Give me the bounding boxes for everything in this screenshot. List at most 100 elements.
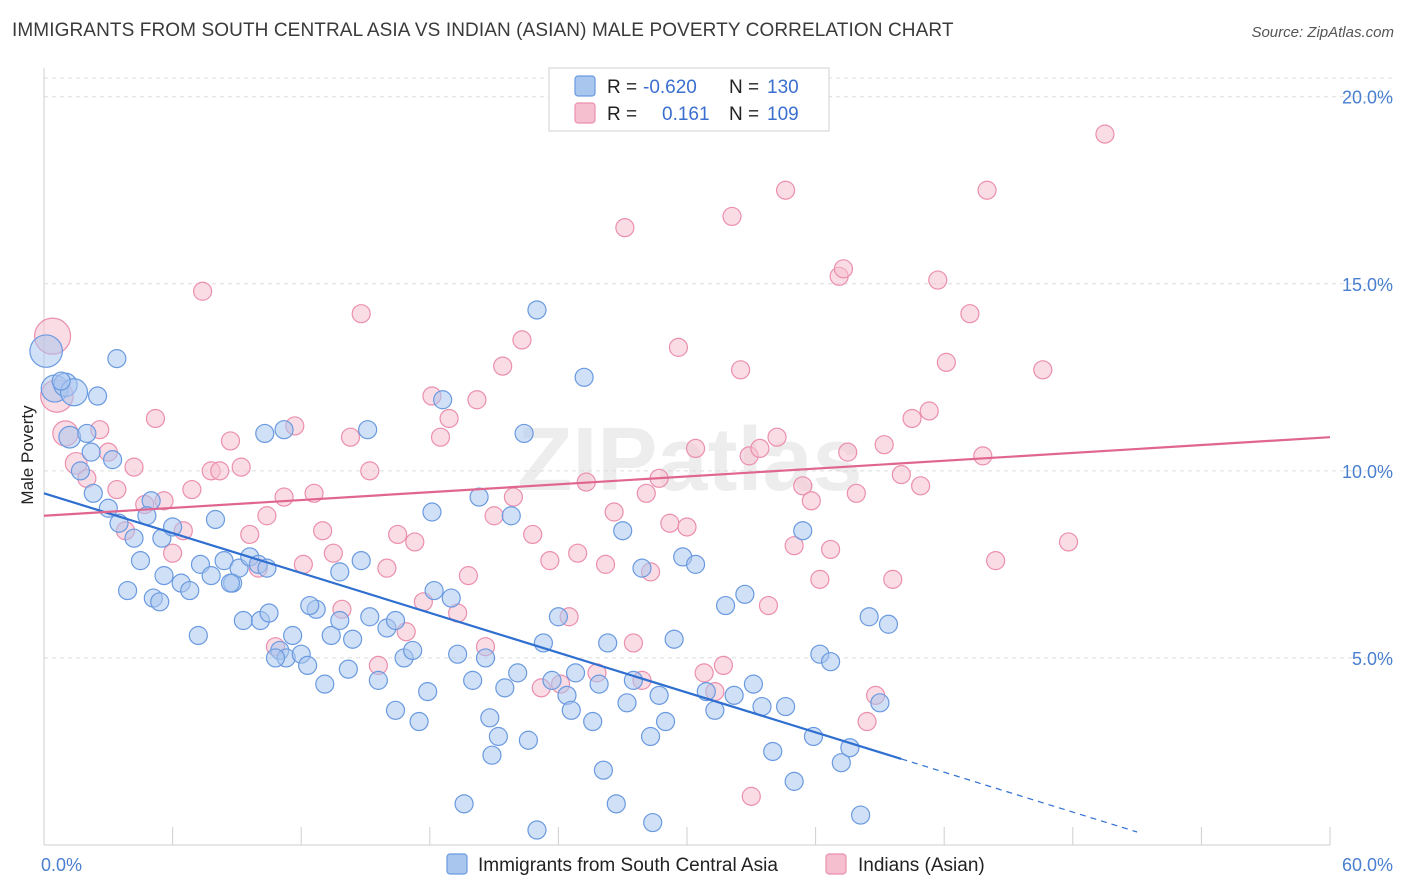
indians-asian-point — [833, 259, 854, 279]
south-central-asia-point — [482, 745, 502, 765]
south-central-asia-point — [821, 652, 841, 672]
south-central-asia-point — [480, 708, 500, 728]
indians-asian-point — [668, 337, 689, 357]
south-central-asia-point — [58, 425, 82, 449]
legend-n-value-2: 109 — [767, 104, 799, 125]
indians-asian-point — [604, 502, 624, 522]
indians-asian-point — [484, 506, 504, 526]
indians-asian-point — [767, 427, 787, 447]
indians-asian-point — [351, 304, 371, 324]
indians-asian-point — [857, 711, 877, 732]
indians-asian-point — [883, 569, 903, 589]
indians-asian-point — [340, 427, 361, 447]
south-central-asia-point — [29, 334, 63, 368]
legend-n-value-1: 130 — [767, 77, 799, 98]
blue-trend-extension — [901, 758, 1138, 833]
south-central-asia-point — [598, 633, 618, 653]
indians-asian-point — [960, 304, 980, 324]
indians-asian-point — [523, 524, 543, 545]
source-credit: Source: ZipAtlas.com — [1251, 24, 1394, 41]
south-central-asia-point — [508, 663, 528, 683]
indians-asian-point — [313, 521, 333, 541]
bottom-legend-swatch-pink — [825, 853, 847, 875]
south-central-asia-point — [606, 794, 626, 814]
south-central-asia-point — [664, 629, 684, 649]
indians-asian-point — [568, 543, 588, 563]
south-central-asia-point — [735, 584, 755, 604]
axes — [43, 68, 1331, 846]
indians-asian-point — [801, 491, 821, 511]
south-central-asia-point — [233, 610, 253, 631]
south-central-asia-point — [150, 592, 170, 612]
indians-asian-point — [977, 180, 997, 200]
indians-asian-point — [220, 431, 241, 451]
south-central-asia-point — [201, 566, 221, 586]
indians-asian-point — [810, 569, 830, 589]
indians-asian-point — [323, 543, 343, 563]
south-central-asia-point — [454, 794, 474, 814]
south-central-asia-point — [441, 588, 461, 608]
legend-r-label-2: R = — [607, 104, 637, 125]
indians-asian-point — [677, 517, 697, 537]
south-central-asia-point — [51, 371, 71, 391]
south-central-asia-point — [542, 670, 562, 690]
indians-asian-point — [936, 352, 956, 372]
south-central-asia-point — [593, 760, 614, 780]
south-central-asia-point — [343, 629, 363, 649]
indians-asian-point — [274, 487, 294, 507]
indians-asian-point — [758, 595, 779, 616]
indians-asian-point — [722, 206, 742, 227]
south-central-asia-point — [315, 674, 335, 694]
south-central-asia-point — [617, 693, 637, 713]
indians-asian-point — [891, 464, 911, 485]
south-central-asia-point — [501, 506, 521, 526]
indians-asian-point — [615, 218, 635, 238]
south-central-asia-point — [475, 648, 496, 668]
indians-asian-point — [986, 551, 1006, 571]
indians-asian-point — [145, 408, 166, 429]
south-central-asia-point — [655, 711, 676, 732]
indians-asian-point — [210, 461, 230, 481]
south-central-asia-point — [130, 551, 151, 571]
south-central-asia-point — [859, 607, 879, 627]
indians-asian-point — [231, 457, 251, 477]
south-central-asia-point — [514, 423, 534, 444]
south-central-asia-point — [870, 693, 890, 713]
indians-asian-point — [846, 483, 866, 503]
south-central-asia-point — [274, 420, 294, 440]
south-central-asia-point — [409, 711, 429, 732]
south-central-asia-point — [255, 423, 275, 444]
indians-asian-point — [821, 539, 841, 560]
indians-asian-point — [793, 476, 813, 496]
south-central-asia-point — [715, 595, 736, 616]
south-central-asia-point — [632, 558, 652, 578]
south-central-asia-point — [527, 300, 547, 320]
indians-asian-point — [874, 435, 894, 455]
south-central-asia-point — [298, 655, 318, 676]
south-central-asia-point — [463, 670, 483, 690]
south-central-asia-point — [403, 640, 423, 661]
south-central-asia-point — [643, 812, 663, 833]
indians-asian-point — [124, 457, 144, 477]
south-central-asia-point — [548, 607, 569, 627]
legend-swatch-pink — [574, 102, 596, 124]
indians-asian-point — [838, 442, 858, 462]
bottom-legend-label-2: Indians (Asian) — [858, 855, 985, 876]
indians-asian-point — [240, 524, 260, 545]
indians-asian-point — [919, 401, 939, 421]
south-central-asia-point — [775, 696, 796, 717]
indians-asian-point — [902, 408, 922, 429]
south-central-asia-point — [583, 711, 603, 732]
indians-asian-point — [973, 446, 993, 466]
indians-asian-point — [503, 487, 523, 507]
south-central-asia-point — [180, 580, 200, 601]
south-central-asia-point — [154, 566, 174, 586]
indians-asian-point — [741, 786, 761, 806]
south-central-asia-point — [87, 386, 108, 406]
south-central-asia-point — [422, 502, 442, 522]
indians-asian-point — [430, 427, 451, 447]
indians-asian-point — [512, 330, 532, 350]
south-central-asia-point — [469, 487, 489, 507]
south-central-asia-point — [589, 674, 609, 694]
